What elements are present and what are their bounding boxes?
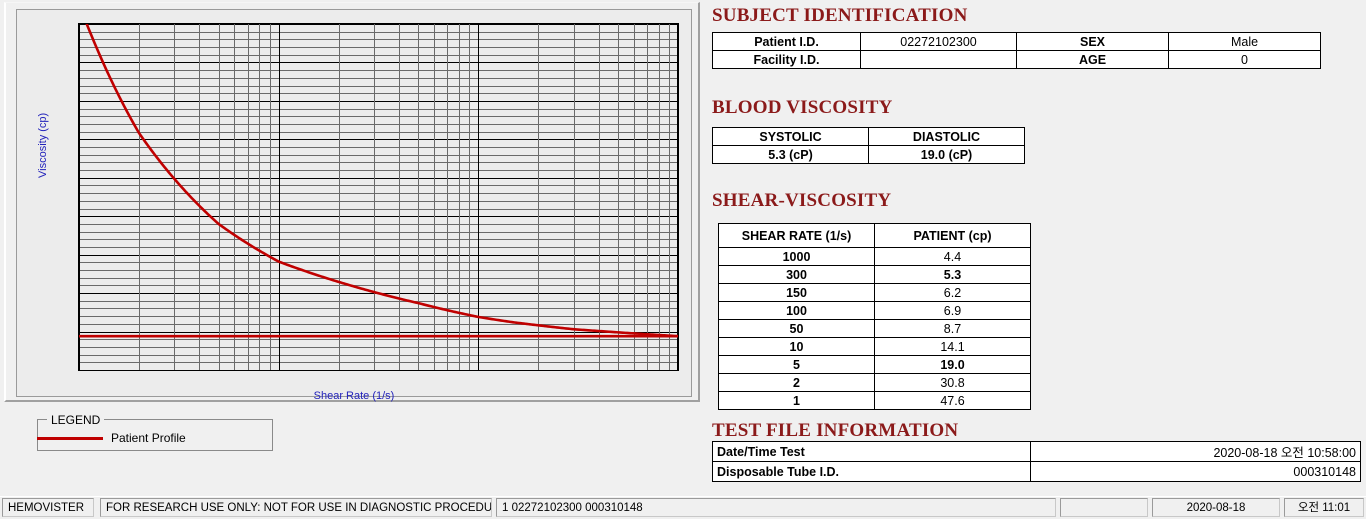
patient-viscosity-cell: 5.3 (874, 265, 1031, 284)
patient-viscosity-cell: 4.4 (874, 247, 1031, 266)
shear-viscosity-heading: SHEAR-VISCOSITY (712, 190, 892, 211)
legend-caption: LEGEND (47, 413, 105, 427)
patient-id-label: Patient I.D. (712, 32, 861, 51)
table-header-row: SHEAR RATE (1/s) PATIENT (cp) (718, 223, 1031, 248)
y-tick-mark (78, 139, 79, 140)
status-research-notice: FOR RESEARCH USE ONLY: NOT FOR USE IN DI… (100, 498, 492, 517)
y-tick-mark (78, 101, 79, 102)
y-tick-mark (78, 255, 79, 256)
status-empty-panel (1060, 498, 1148, 517)
table-row: 300 5.3 (718, 265, 1031, 284)
legend-item-label: Patient Profile (111, 431, 186, 445)
patient-viscosity-cell: 47.6 (874, 391, 1031, 410)
status-bar: HEMOVISTER FOR RESEARCH USE ONLY: NOT FO… (0, 496, 1366, 519)
patient-viscosity-cell: 14.1 (874, 337, 1031, 356)
shear-rate-cell: 5 (718, 355, 875, 374)
table-row: Patient I.D. 02272102300 SEX Male (712, 32, 1321, 51)
shear-rate-cell: 1 (718, 391, 875, 410)
table-row: 5 19.0 (718, 355, 1031, 374)
shear-rate-cell: 100 (718, 301, 875, 320)
patient-header: PATIENT (cp) (874, 223, 1031, 248)
table-row: Facility I.D. AGE 0 (712, 50, 1321, 69)
shear-rate-cell: 300 (718, 265, 875, 284)
x-tick-mark (279, 370, 280, 371)
report-column: SUBJECT IDENTIFICATION Patient I.D. 0227… (710, 0, 1361, 490)
chart-grid-and-series (79, 24, 678, 370)
facility-id-label: Facility I.D. (712, 50, 861, 69)
systolic-header: SYSTOLIC (712, 127, 869, 146)
patient-viscosity-cell: 30.8 (874, 373, 1031, 392)
patient-viscosity-cell: 19.0 (874, 355, 1031, 374)
test-file-information-heading: TEST FILE INFORMATION (712, 420, 959, 441)
shear-rate-cell: 1000 (718, 247, 875, 266)
sex-label: SEX (1016, 32, 1169, 51)
legend-line-swatch (37, 436, 103, 440)
y-tick-mark (78, 293, 79, 294)
date-time-test-label: Date/Time Test (712, 441, 1031, 462)
y-axis-title: Viscosity (cp) (37, 112, 49, 178)
y-tick-mark (78, 24, 79, 25)
diastolic-value: 19.0 (cP) (868, 145, 1025, 164)
table-row: 50 8.7 (718, 319, 1031, 338)
table-row: 2 30.8 (718, 373, 1031, 392)
table-row: 150 6.2 (718, 283, 1031, 302)
status-date: 2020-08-18 (1152, 498, 1280, 517)
y-tick-mark (78, 62, 79, 63)
table-row: 5.3 (cP) 19.0 (cP) (712, 145, 1025, 164)
plot-area[interactable]: 051015202530354045 1101001000 (78, 23, 679, 371)
chart-panel: Viscosity (cp) 051015202530354045 110100… (4, 2, 700, 451)
table-row: 100 6.9 (718, 301, 1031, 320)
shear-rate-cell: 50 (718, 319, 875, 338)
test-file-information-table: Date/Time Test 2020-08-18 오전 10:58:00 Di… (712, 441, 1361, 482)
shear-rate-cell: 150 (718, 283, 875, 302)
table-row: 1000 4.4 (718, 247, 1031, 266)
status-time: 오전 11:01 (1284, 498, 1364, 517)
series-patient-profile (85, 24, 678, 338)
table-row: 10 14.1 (718, 337, 1031, 356)
legend-item-patient-profile: Patient Profile (37, 431, 186, 445)
subject-identification-heading: SUBJECT IDENTIFICATION (712, 5, 968, 26)
table-row: Date/Time Test 2020-08-18 오전 10:58:00 (712, 441, 1361, 462)
disposable-tube-id-value: 000310148 (1030, 461, 1361, 482)
y-tick-mark (78, 332, 79, 333)
age-value[interactable]: 0 (1168, 50, 1321, 69)
blood-viscosity-heading: BLOOD VISCOSITY (712, 97, 893, 118)
age-label: AGE (1016, 50, 1169, 69)
sex-value[interactable]: Male (1168, 32, 1321, 51)
subject-identification-table: Patient I.D. 02272102300 SEX Male Facili… (712, 32, 1321, 69)
date-time-test-value: 2020-08-18 오전 10:58:00 (1030, 441, 1361, 462)
blood-viscosity-table: SYSTOLIC DIASTOLIC 5.3 (cP) 19.0 (cP) (712, 127, 1025, 164)
status-brand: HEMOVISTER (2, 498, 94, 517)
table-row: 1 47.6 (718, 391, 1031, 410)
x-tick-mark (677, 370, 678, 371)
table-row: Disposable Tube I.D. 000310148 (712, 461, 1361, 482)
y-tick-mark (78, 178, 79, 179)
patient-viscosity-cell: 8.7 (874, 319, 1031, 338)
y-tick-mark (78, 216, 79, 217)
facility-id-value[interactable] (860, 50, 1017, 69)
table-row: SYSTOLIC DIASTOLIC (712, 127, 1025, 146)
chart-canvas[interactable]: Viscosity (cp) 051015202530354045 110100… (16, 9, 692, 451)
shear-viscosity-table: SHEAR RATE (1/s) PATIENT (cp) 1000 4.4 300… (718, 223, 1031, 410)
shear-rate-cell: 2 (718, 373, 875, 392)
status-file-info: 1 02272102300 000310148 (496, 498, 1056, 517)
systolic-value: 5.3 (cP) (712, 145, 869, 164)
patient-viscosity-cell: 6.9 (874, 301, 1031, 320)
x-tick-mark (79, 370, 80, 371)
disposable-tube-id-label: Disposable Tube I.D. (712, 461, 1031, 482)
patient-id-value[interactable]: 02272102300 (860, 32, 1017, 51)
diastolic-header: DIASTOLIC (868, 127, 1025, 146)
y-tick-mark (78, 370, 79, 371)
shear-rate-cell: 10 (718, 337, 875, 356)
x-tick-mark (478, 370, 479, 371)
shear-rate-header: SHEAR RATE (1/s) (718, 223, 875, 248)
x-axis-title: Shear Rate (1/s) (313, 390, 395, 402)
patient-viscosity-cell: 6.2 (874, 283, 1031, 302)
